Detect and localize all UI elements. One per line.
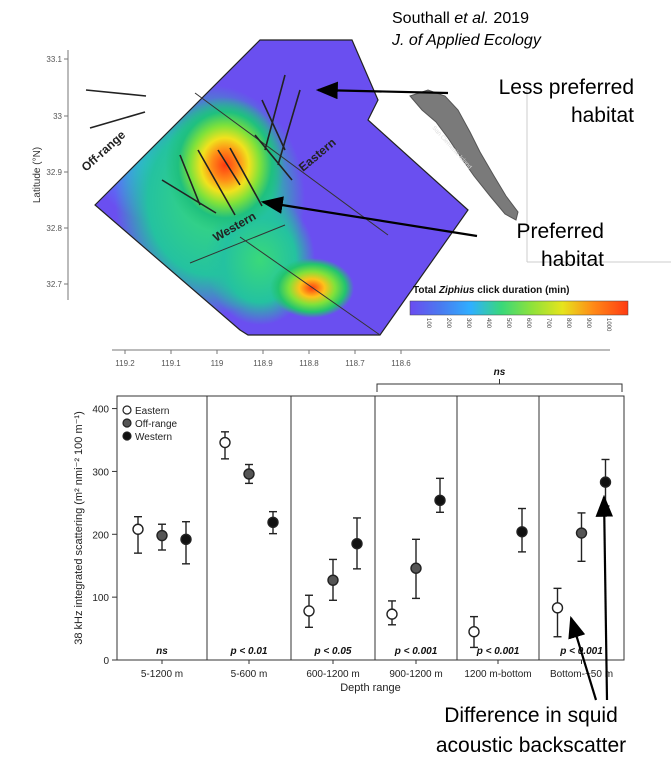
colorbar-ticks: 100 200 300 400 500 600 700 800 900 1000: [425, 318, 611, 332]
svg-text:500: 500: [505, 318, 511, 329]
san-clemente-island: [409, 89, 519, 221]
significance-label: p < 0.001: [394, 646, 438, 657]
y-tick-label: 400: [92, 405, 109, 416]
legend-marker: [122, 431, 132, 441]
svg-text:1000: 1000: [605, 318, 611, 332]
data-point-off-range: [575, 527, 588, 539]
y-tick-label: 0: [103, 656, 109, 667]
significance-label: p < 0.01: [230, 646, 268, 657]
data-point-off-range: [410, 562, 422, 574]
svg-text:200: 200: [445, 318, 451, 329]
legend-label: Western: [135, 432, 172, 443]
region-label-off-range: Off-range: [79, 127, 129, 174]
plot-frame: [116, 395, 625, 661]
significance-label: p < 0.001: [476, 646, 520, 657]
lon-tick: 118.8: [299, 359, 319, 368]
svg-text:400: 400: [485, 318, 491, 329]
x-tick-label: Bottom-~50 m: [550, 669, 613, 680]
callout-preferred: Preferred habitat: [516, 220, 604, 271]
x-tick-label: 5-600 m: [231, 669, 268, 680]
legend-marker: [122, 418, 132, 428]
data-point-off-range: [156, 529, 168, 542]
data-point-western: [516, 526, 528, 538]
data-point-eastern: [468, 626, 480, 638]
citation-line1: Southall et al. 2019: [392, 10, 530, 27]
study-area-outline: [94, 39, 469, 336]
significance-label: p < 0.001: [559, 646, 603, 657]
significance-label: p < 0.05: [314, 646, 352, 657]
x-tick-label: 900-1200 m: [389, 669, 442, 680]
habitat-map: Latitude (°N) 33.1 33 32.9 32.8 32.7 119…: [32, 39, 671, 368]
y-tick-label: 200: [92, 530, 109, 541]
lat-tick: 32.7: [46, 280, 62, 289]
legend-label: Eastern: [135, 406, 169, 417]
survey-tracks: [85, 74, 301, 216]
svg-text:900: 900: [585, 318, 591, 329]
x-axis-label: Depth range: [340, 682, 401, 694]
data-point-western: [180, 533, 192, 546]
data-point-off-range: [327, 574, 339, 586]
y-tick-label: 300: [92, 467, 109, 478]
y-tick-label: 100: [92, 593, 109, 604]
lat-tick: 33.1: [46, 55, 62, 64]
data-point-western: [599, 476, 612, 488]
lon-tick: 118.9: [253, 359, 273, 368]
svg-text:800: 800: [565, 318, 571, 329]
data-point-western: [434, 494, 446, 507]
data-point-western: [351, 538, 363, 550]
data-point-eastern: [386, 608, 398, 620]
data-point-eastern: [132, 523, 144, 535]
map-lon-ticks: 119.2 119.1 119 118.9 118.8 118.7 118.6: [115, 350, 411, 368]
svg-text:700: 700: [545, 318, 551, 329]
lon-tick: 118.6: [391, 359, 411, 368]
callout-difference: Difference in squid acoustic backscatter: [435, 704, 627, 757]
region-boundary: [239, 236, 381, 336]
y-axis-label: 38 kHz integrated scattering (m² nmi⁻² 1…: [73, 411, 85, 645]
x-tick-label: 1200 m-bottom: [464, 669, 531, 680]
lat-tick: 32.8: [46, 224, 62, 233]
lat-tick: 33: [53, 112, 62, 121]
data-point-off-range: [243, 468, 255, 480]
lon-tick: 119: [211, 359, 224, 368]
map-ylabel: Latitude (°N): [32, 147, 43, 203]
colorbar-title: Total Ziphius click duration (min): [413, 285, 570, 296]
ns-bracket: [376, 383, 623, 392]
x-tick-label: 600-1200 m: [306, 669, 359, 680]
colorbar: [409, 300, 629, 316]
svg-text:600: 600: [525, 318, 531, 329]
legend-label: Off-range: [135, 419, 177, 430]
legend-marker: [122, 405, 132, 415]
data-point-eastern: [551, 602, 564, 614]
lon-tick: 119.2: [115, 359, 135, 368]
lon-tick: 119.1: [161, 359, 181, 368]
lon-tick: 118.7: [345, 359, 365, 368]
ns-bracket-label: ns: [494, 367, 506, 378]
x-tick-label: 5-1200 m: [141, 669, 183, 680]
svg-text:100: 100: [425, 318, 431, 329]
citation: Southall et al. 2019 J. of Applied Ecolo…: [392, 8, 541, 52]
data-point-eastern: [219, 436, 231, 449]
significance-label: ns: [156, 646, 168, 657]
map-lat-ticks: 33.1 33 32.9 32.8 32.7: [46, 55, 68, 289]
scattering-chart: 0 100 200 300 400 38 kHz integrated scatterin…: [73, 367, 625, 694]
citation-journal: J. of Applied Ecology: [392, 32, 541, 49]
data-point-western: [267, 516, 279, 529]
svg-text:300: 300: [465, 318, 471, 329]
callout-less-preferred: Less preferred habitat: [498, 76, 634, 127]
data-point-eastern: [303, 605, 315, 617]
lat-tick: 32.9: [46, 168, 62, 177]
